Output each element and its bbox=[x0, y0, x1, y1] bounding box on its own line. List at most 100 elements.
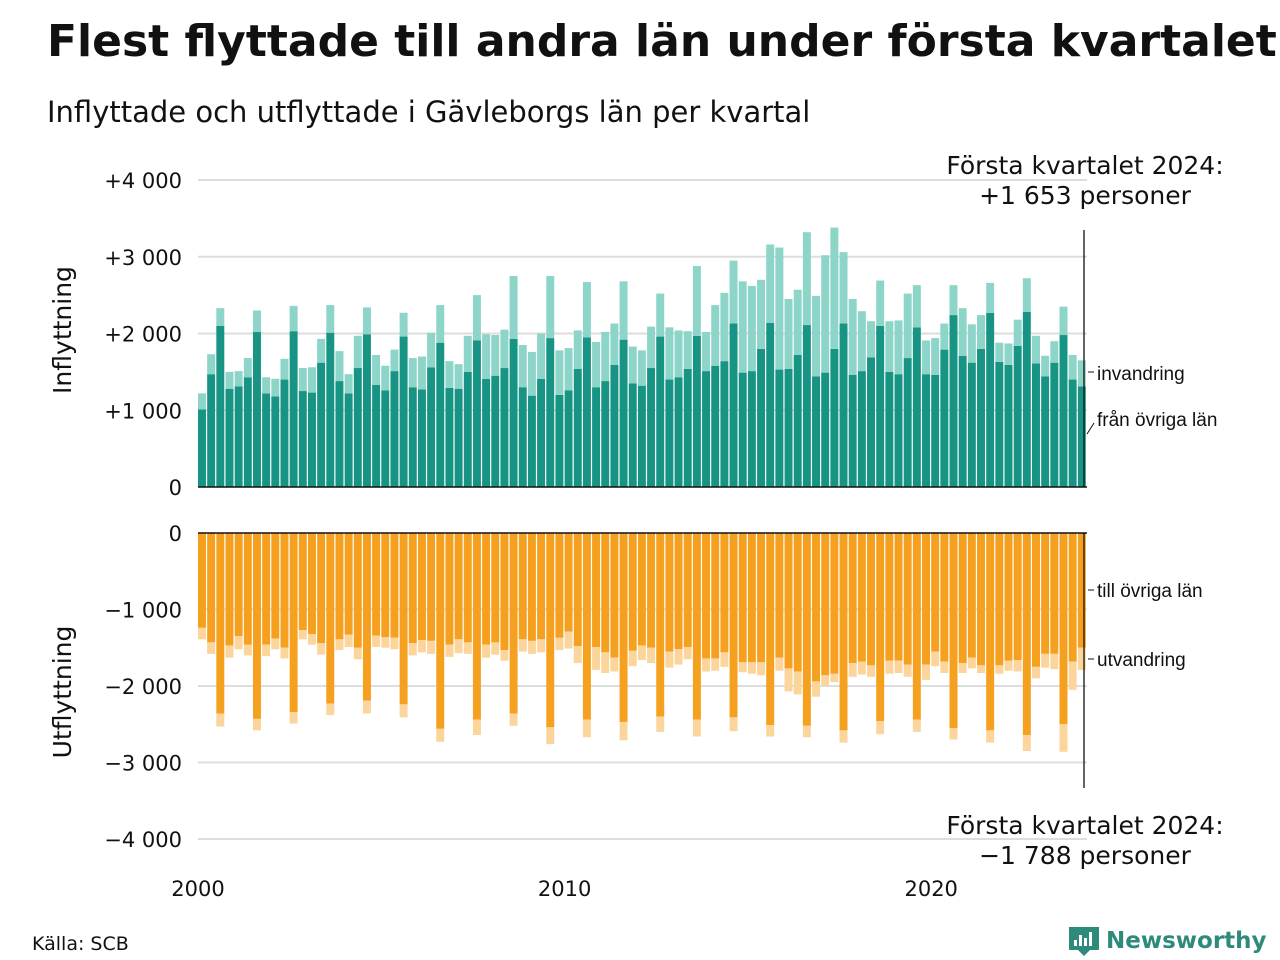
bar-invandring bbox=[1068, 354, 1077, 380]
bar-utvandring bbox=[977, 665, 985, 673]
bar-till-ovriga-lan bbox=[1022, 533, 1031, 735]
x-tick-label: 2000 bbox=[171, 877, 224, 901]
bar-utvandring bbox=[995, 665, 1004, 674]
label-invandring: invandring bbox=[1097, 364, 1185, 385]
bar-invandring bbox=[482, 334, 491, 379]
bar-utvandring bbox=[262, 644, 271, 657]
bar-fran-ovriga-lan bbox=[766, 322, 775, 487]
bar-fran-ovriga-lan bbox=[885, 371, 894, 487]
bar-fran-ovriga-lan bbox=[417, 389, 426, 487]
bar-utvandring bbox=[885, 660, 894, 674]
bar-fran-ovriga-lan bbox=[967, 362, 976, 487]
bar-fran-ovriga-lan bbox=[280, 379, 289, 487]
bar-till-ovriga-lan bbox=[207, 533, 216, 643]
bar-utvandring bbox=[711, 658, 720, 671]
bar-till-ovriga-lan bbox=[967, 533, 976, 658]
bar-fran-ovriga-lan bbox=[876, 325, 885, 487]
bar-till-ovriga-lan bbox=[711, 533, 720, 659]
bar-fran-ovriga-lan bbox=[848, 374, 857, 487]
bar-fran-ovriga-lan bbox=[1050, 362, 1059, 487]
upper-y-tick-label: +2 000 bbox=[104, 323, 182, 347]
bar-fran-ovriga-lan bbox=[427, 367, 436, 487]
bar-utvandring bbox=[500, 650, 509, 661]
bar-invandring bbox=[326, 305, 335, 333]
bar-fran-ovriga-lan bbox=[271, 396, 280, 487]
bar-invandring bbox=[463, 335, 472, 372]
bar-fran-ovriga-lan bbox=[546, 338, 555, 487]
bar-till-ovriga-lan bbox=[674, 533, 683, 650]
bar-invandring bbox=[674, 330, 683, 378]
bar-utvandring bbox=[958, 663, 967, 673]
lower-y-tick-label: −3 000 bbox=[104, 752, 182, 776]
bar-utvandring bbox=[317, 643, 326, 655]
bar-invandring bbox=[1032, 335, 1040, 364]
bar-fran-ovriga-lan bbox=[198, 409, 206, 487]
bar-till-ovriga-lan bbox=[702, 533, 711, 659]
bar-till-ovriga-lan bbox=[867, 533, 876, 666]
bar-till-ovriga-lan bbox=[903, 533, 912, 665]
bar-till-ovriga-lan bbox=[326, 533, 335, 704]
bar-fran-ovriga-lan bbox=[647, 368, 656, 487]
bar-invandring bbox=[491, 335, 500, 376]
bar-invandring bbox=[1022, 278, 1031, 313]
bar-invandring bbox=[427, 332, 436, 368]
bar-utvandring bbox=[198, 627, 206, 640]
bar-utvandring bbox=[665, 651, 674, 668]
bar-invandring bbox=[1077, 360, 1086, 387]
bar-invandring bbox=[1050, 341, 1059, 363]
bar-utvandring bbox=[912, 719, 921, 732]
bar-invandring bbox=[802, 232, 811, 326]
bar-till-ovriga-lan bbox=[362, 533, 371, 701]
bar-till-ovriga-lan bbox=[198, 533, 206, 628]
bar-fran-ovriga-lan bbox=[995, 361, 1004, 487]
upper-y-ticks: 0 +1 000 +2 000 +3 000 +4 000 bbox=[104, 169, 182, 500]
bar-fran-ovriga-lan bbox=[674, 377, 683, 487]
bar-invandring bbox=[637, 350, 646, 386]
bar-invandring bbox=[216, 308, 225, 326]
bar-fran-ovriga-lan bbox=[949, 315, 958, 487]
bar-fran-ovriga-lan bbox=[830, 348, 839, 487]
bar-fran-ovriga-lan bbox=[1013, 345, 1022, 487]
bar-invandring bbox=[702, 331, 711, 372]
bar-fran-ovriga-lan bbox=[500, 368, 509, 487]
bar-till-ovriga-lan bbox=[637, 533, 646, 646]
bar-utvandring bbox=[692, 719, 701, 737]
bar-fran-ovriga-lan bbox=[903, 358, 912, 487]
bar-till-ovriga-lan bbox=[582, 533, 591, 720]
bar-fran-ovriga-lan bbox=[592, 387, 601, 487]
bar-till-ovriga-lan bbox=[472, 533, 481, 720]
bar-till-ovriga-lan bbox=[573, 533, 582, 647]
source-text: Källa: SCB bbox=[32, 933, 129, 955]
bar-fran-ovriga-lan bbox=[958, 355, 967, 487]
bar-fran-ovriga-lan bbox=[1077, 386, 1086, 487]
bar-utvandring bbox=[307, 633, 316, 645]
bar-invandring bbox=[564, 348, 573, 391]
bar-till-ovriga-lan bbox=[830, 533, 839, 674]
bar-till-ovriga-lan bbox=[839, 533, 848, 731]
bar-utvandring bbox=[1041, 653, 1050, 668]
bar-fran-ovriga-lan bbox=[372, 384, 381, 487]
bar-till-ovriga-lan bbox=[1032, 533, 1040, 667]
bar-utvandring bbox=[252, 718, 261, 731]
bar-till-ovriga-lan bbox=[280, 533, 289, 648]
bar-till-ovriga-lan bbox=[738, 533, 747, 663]
bar-utvandring bbox=[509, 713, 518, 726]
bar-till-ovriga-lan bbox=[912, 533, 921, 720]
bar-invandring bbox=[949, 285, 958, 316]
bar-utvandring bbox=[335, 639, 344, 651]
x-tick-label: 2020 bbox=[904, 877, 957, 901]
bar-fran-ovriga-lan bbox=[262, 393, 271, 487]
bar-fran-ovriga-lan bbox=[894, 374, 903, 487]
bar-utvandring bbox=[720, 652, 729, 667]
bar-fran-ovriga-lan bbox=[537, 378, 546, 487]
bar-till-ovriga-lan bbox=[940, 533, 949, 662]
bar-till-ovriga-lan bbox=[399, 533, 408, 705]
bar-utvandring bbox=[967, 657, 976, 669]
bar-till-ovriga-lan bbox=[491, 533, 500, 643]
bar-invandring bbox=[857, 311, 866, 372]
bar-fran-ovriga-lan bbox=[491, 375, 500, 487]
bar-invandring bbox=[967, 324, 976, 363]
bar-till-ovriga-lan bbox=[784, 533, 793, 669]
bar-utvandring bbox=[931, 651, 940, 667]
